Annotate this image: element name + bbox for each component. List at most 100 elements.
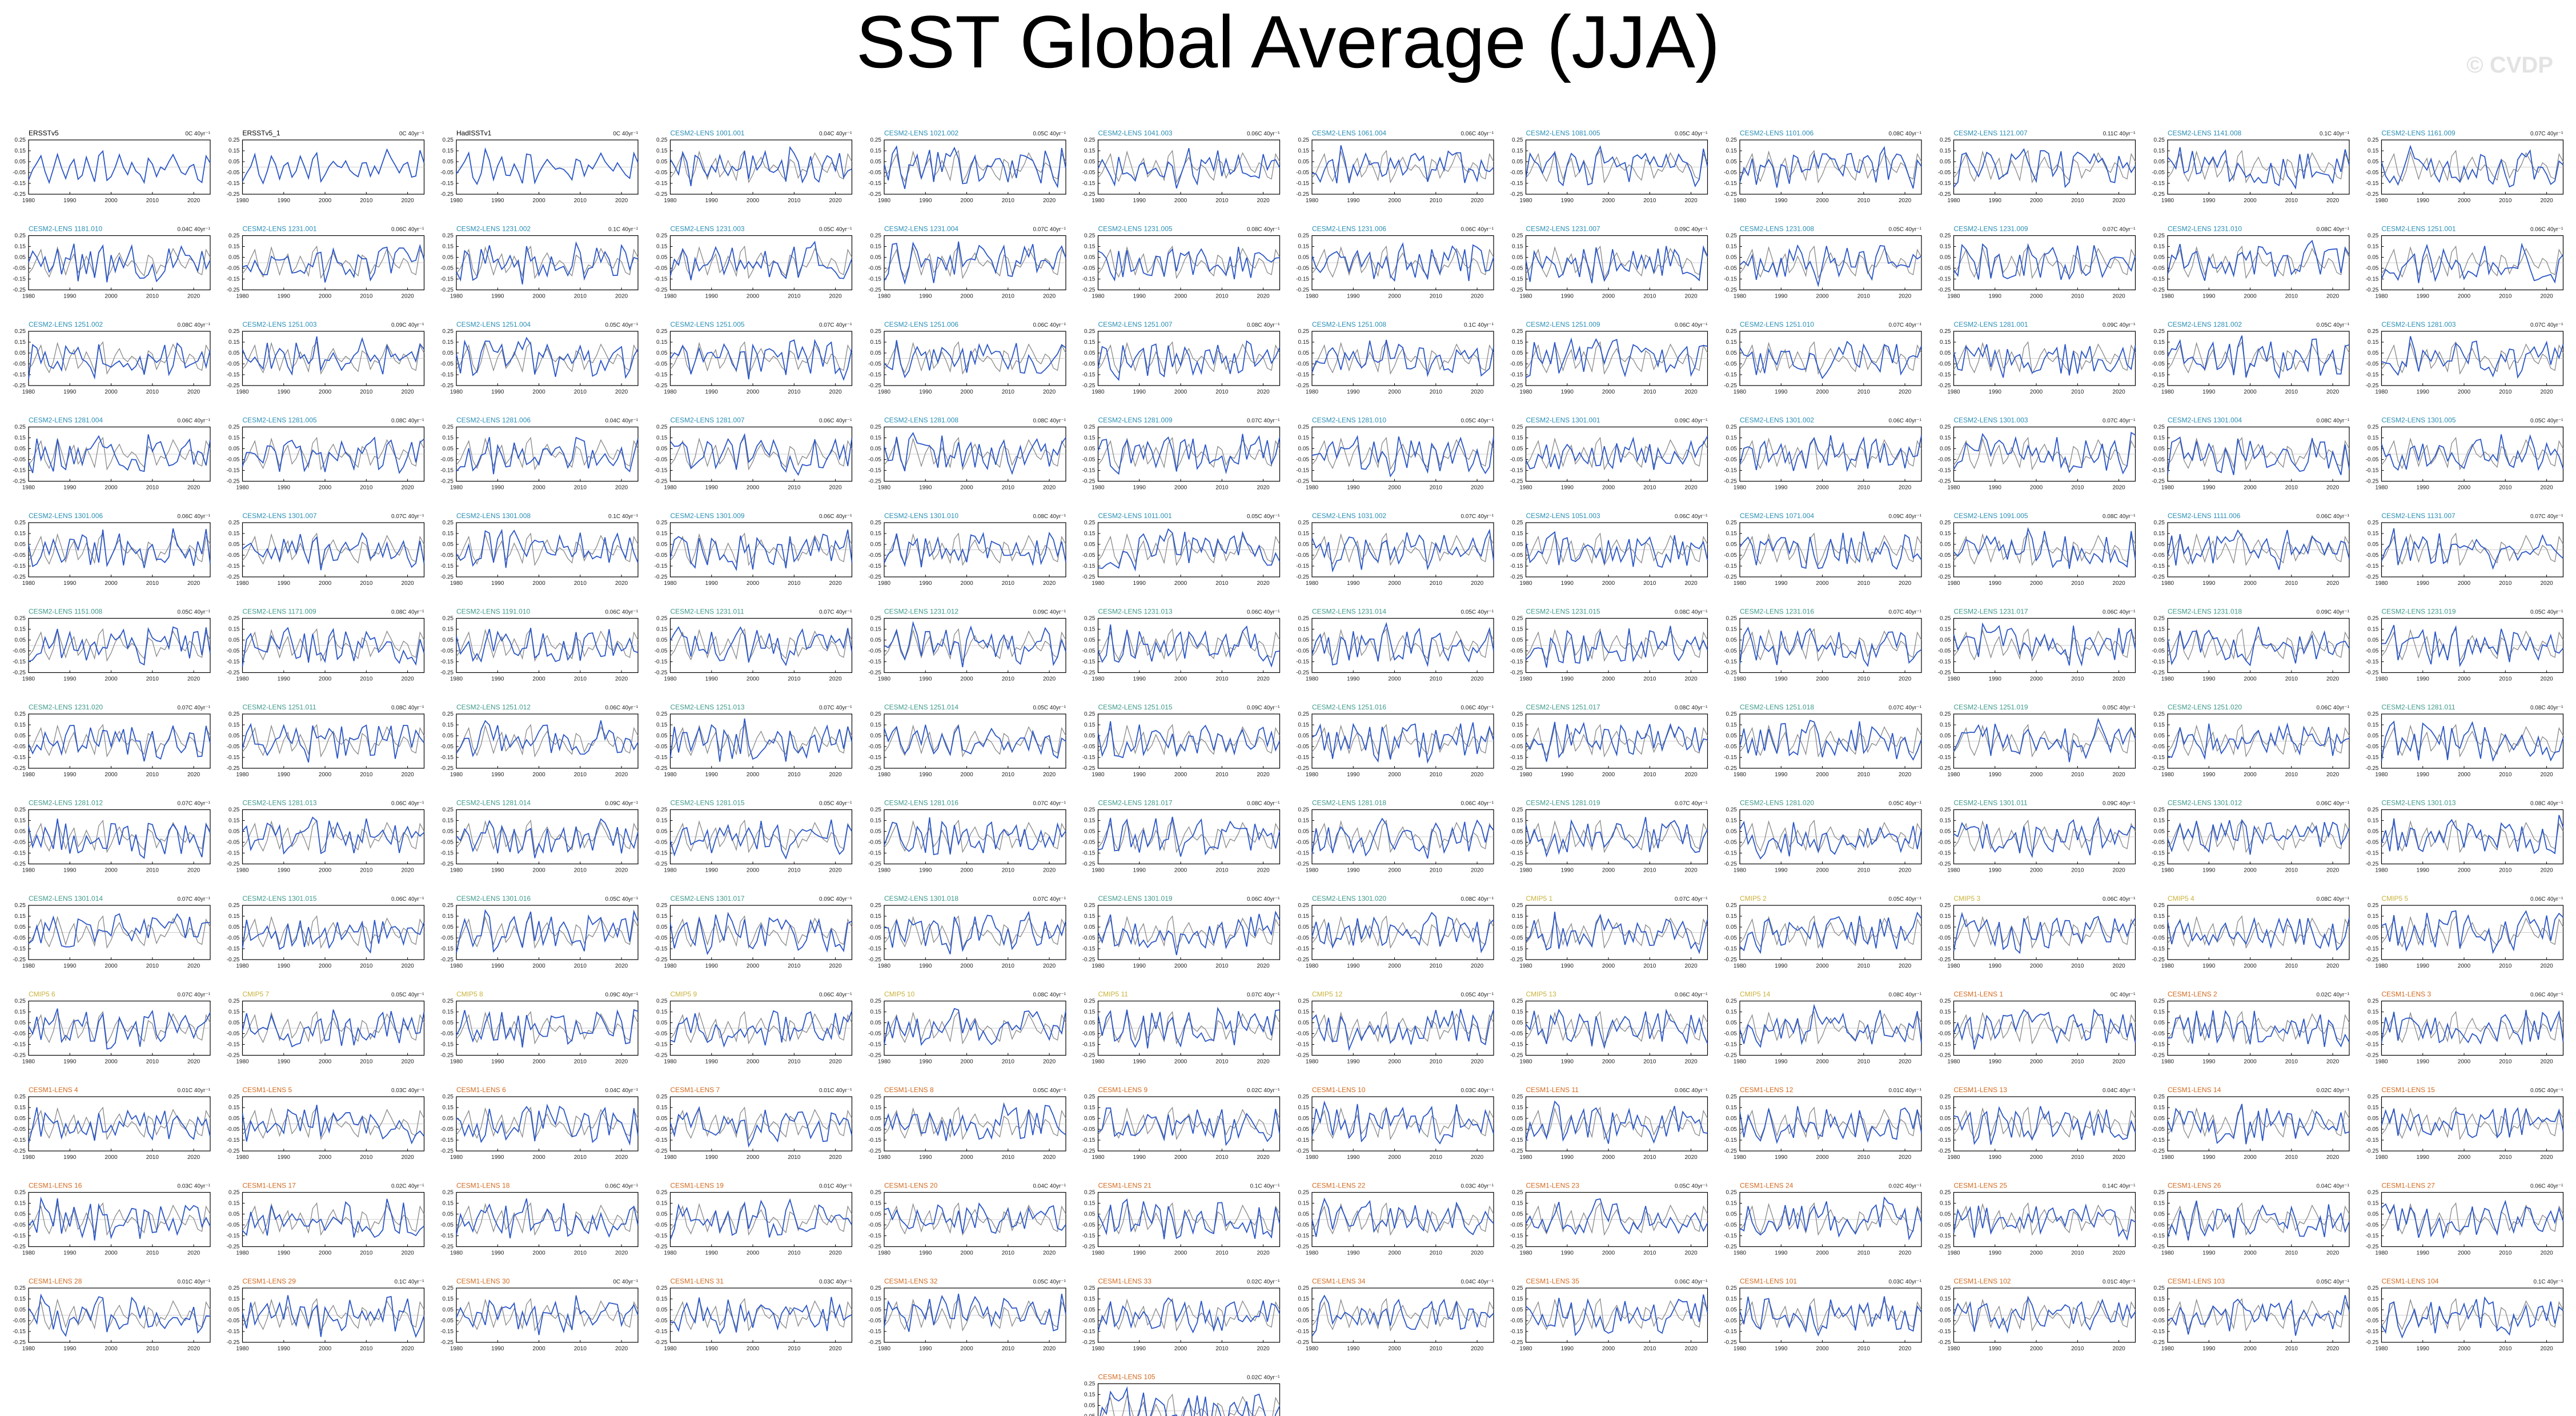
obs-series-line <box>456 1298 639 1332</box>
y-tick-label: 0.05 <box>1084 1020 1096 1026</box>
obs-series-line <box>456 819 639 853</box>
y-tick-label: 0.25 <box>228 1094 240 1100</box>
member-series-line <box>456 436 639 475</box>
x-tick-label: 2020 <box>2326 389 2340 395</box>
x-tick-label: 2000 <box>2030 294 2043 300</box>
x-tick-label: 2000 <box>532 294 545 300</box>
x-tick-label: 2020 <box>1043 676 1056 683</box>
y-tick-label: 0.15 <box>443 1201 454 1207</box>
x-tick-label: 1980 <box>1947 580 1960 587</box>
y-tick-label: 0.25 <box>443 233 454 239</box>
x-tick-label: 2020 <box>1899 676 1912 683</box>
obs-series-line <box>242 819 425 853</box>
y-tick-label: -0.15 <box>227 755 240 761</box>
sst-panel: CESM2-LENS 1251.010 0.07C 40yr⁻¹0.250.150… <box>1724 320 1922 395</box>
y-tick-label: 0.25 <box>1512 807 1523 813</box>
member-series-line <box>1525 625 1708 668</box>
y-tick-label: -0.05 <box>2366 361 2379 367</box>
x-tick-label: 2020 <box>1684 198 1698 204</box>
obs-series-line <box>456 532 639 567</box>
y-tick-label: -0.05 <box>1938 744 1951 750</box>
y-tick-label: 0.15 <box>228 913 240 920</box>
x-tick-label: 2010 <box>1643 1154 1656 1161</box>
member-series-line <box>884 241 1066 285</box>
y-tick-label: -0.05 <box>227 1126 240 1133</box>
member-series-line <box>1097 1107 1281 1146</box>
y-tick-label: -0.15 <box>1938 851 1951 857</box>
sst-panel: CESM2-LENS 1301.017 0.09C 40yr⁻¹0.250.150… <box>655 894 852 969</box>
x-tick-label: 2020 <box>1257 1250 1270 1257</box>
y-tick-label: -0.25 <box>1510 191 1523 198</box>
y-tick-label: 0.25 <box>1084 1285 1096 1291</box>
sst-panel: CMIP5 11 0.07C 40yr⁻¹0.250.150.05-0.05-0.… <box>1082 990 1280 1065</box>
y-tick-label: -0.15 <box>1082 755 1096 761</box>
y-tick-label: 0.05 <box>1726 637 1738 644</box>
x-tick-label: 2010 <box>788 389 801 395</box>
y-tick-label: 0.05 <box>443 159 454 165</box>
y-tick-label: -0.05 <box>1296 935 1309 941</box>
y-tick-label: -0.05 <box>2152 361 2165 367</box>
x-tick-label: 1980 <box>22 198 35 204</box>
x-tick-label: 1980 <box>22 1250 35 1257</box>
sst-panel: CESM2-LENS 1251.017 0.08C 40yr⁻¹0.250.150… <box>1510 703 1708 778</box>
x-tick-label: 1980 <box>1306 389 1319 395</box>
y-tick-label: -0.25 <box>1296 1053 1309 1059</box>
x-tick-label: 2010 <box>2285 485 2298 491</box>
y-tick-label: 0.25 <box>2368 137 2379 143</box>
x-tick-label: 1990 <box>491 868 504 874</box>
y-tick-label: 0.05 <box>1512 1212 1523 1218</box>
panel-title: CESM2-LENS 1231.017 <box>1954 608 2028 616</box>
member-series-line <box>456 336 639 379</box>
sst-panel: CESM1-LENS 33 0.02C 40yr⁻¹0.250.150.05-0.… <box>1082 1277 1281 1352</box>
y-tick-label: 0.15 <box>1298 1296 1310 1302</box>
y-tick-label: -0.25 <box>868 574 881 580</box>
x-tick-label: 1990 <box>919 294 932 300</box>
x-tick-label: 1980 <box>1092 294 1105 300</box>
y-tick-label: -0.25 <box>2152 287 2165 294</box>
x-tick-label: 2020 <box>2112 1059 2125 1065</box>
y-tick-label: -0.05 <box>1082 1222 1096 1229</box>
x-tick-label: 1990 <box>1561 1059 1574 1065</box>
y-tick-label: -0.15 <box>1082 563 1096 569</box>
x-tick-label: 1990 <box>278 294 291 300</box>
y-tick-label: -0.15 <box>1938 755 1951 761</box>
member-series-line <box>456 720 639 757</box>
x-tick-label: 2000 <box>1816 963 1829 969</box>
x-tick-label: 2000 <box>2030 772 2043 778</box>
y-tick-label: 0.05 <box>656 829 668 835</box>
x-tick-label: 2000 <box>1174 294 1187 300</box>
x-tick-label: 2020 <box>1257 963 1270 969</box>
panel-title: CESM2-LENS 1251.010 <box>1740 320 1814 328</box>
x-tick-label: 1980 <box>1519 1059 1532 1065</box>
y-tick-label: -0.05 <box>13 552 26 559</box>
y-tick-label: -0.05 <box>227 935 240 941</box>
y-tick-label: 0.05 <box>2154 159 2165 165</box>
panel-title: CMIP5 12 <box>1312 990 1343 998</box>
x-tick-label: 2000 <box>532 963 545 969</box>
panel-trend-label: 0.03C 40yr⁻¹ <box>1888 1279 1921 1285</box>
x-tick-label: 1990 <box>278 963 291 969</box>
y-tick-label: -0.05 <box>227 1222 240 1229</box>
x-tick-label: 1990 <box>1989 294 2002 300</box>
sst-panel: CESM2-LENS 1131.007 0.07C 40yr⁻¹0.250.150… <box>2366 512 2563 587</box>
y-tick-label: -0.15 <box>13 1137 26 1144</box>
y-tick-label: -0.25 <box>440 383 454 389</box>
x-tick-label: 2010 <box>360 580 373 587</box>
y-tick-label: 0.25 <box>2154 137 2165 143</box>
x-tick-label: 2010 <box>2285 1346 2298 1352</box>
sst-panel: CESM2-LENS 1301.019 0.06C 40yr⁻¹0.250.150… <box>1082 894 1281 969</box>
y-tick-label: 0.05 <box>1084 1212 1096 1218</box>
y-tick-label: -0.05 <box>440 266 454 272</box>
y-tick-label: -0.05 <box>227 457 240 463</box>
x-tick-label: 2010 <box>360 868 373 874</box>
y-tick-label: -0.25 <box>2152 765 2165 772</box>
y-tick-label: 0.25 <box>1940 1094 1951 1100</box>
y-tick-label: -0.25 <box>655 1148 668 1154</box>
obs-series-line <box>669 532 853 567</box>
y-tick-label: -0.25 <box>1724 670 1737 676</box>
x-tick-label: 1980 <box>1092 198 1105 204</box>
x-tick-label: 1980 <box>1306 868 1319 874</box>
x-tick-label: 2010 <box>574 676 587 683</box>
obs-series-line <box>2167 245 2350 279</box>
